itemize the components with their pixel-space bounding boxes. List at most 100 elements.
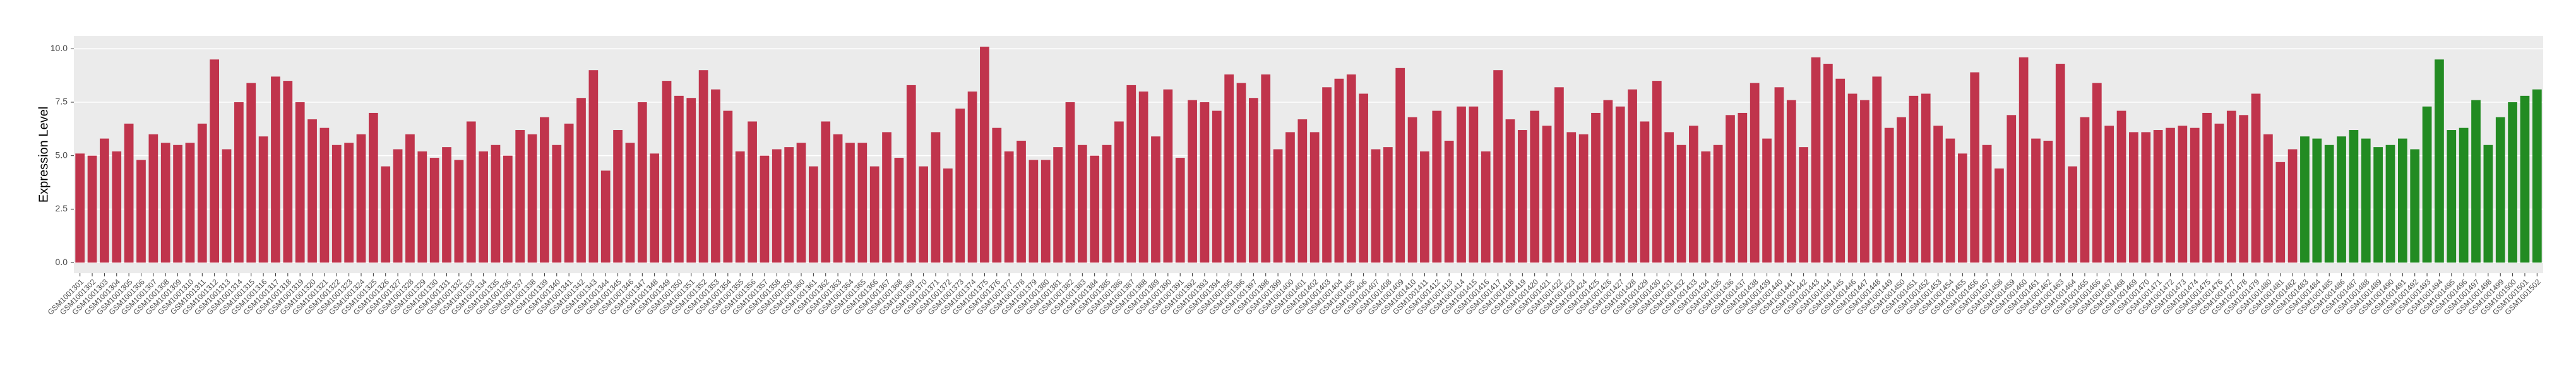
bar: [955, 109, 965, 263]
bar: [931, 132, 941, 263]
bar: [344, 143, 354, 263]
bar: [1334, 78, 1344, 263]
bar: [1835, 78, 1846, 263]
y-axis-title: Expression Level: [37, 107, 51, 203]
bar: [1995, 168, 2004, 263]
bar: [857, 143, 868, 263]
bar: [919, 166, 928, 263]
bar: [1481, 151, 1491, 263]
bar: [2361, 138, 2371, 263]
bar: [1701, 151, 1711, 263]
bar: [2324, 145, 2334, 263]
bar: [1297, 119, 1308, 263]
bar: [1847, 93, 1857, 263]
bar: [1762, 138, 1772, 263]
bar: [992, 127, 1002, 263]
bar: [271, 76, 280, 263]
bar: [1138, 92, 1148, 263]
bar: [1395, 68, 1405, 263]
bar: [1897, 117, 1906, 263]
bar: [210, 59, 220, 263]
bar: [197, 123, 207, 263]
bar: [1200, 102, 1210, 263]
bar: [613, 130, 623, 263]
bar: [417, 151, 427, 263]
bar: [809, 166, 818, 263]
bar: [1420, 151, 1429, 263]
bar: [1713, 145, 1723, 263]
bar: [2214, 123, 2224, 263]
bar: [821, 121, 831, 263]
bar: [1041, 160, 1051, 263]
bar: [1273, 149, 1283, 263]
bar: [185, 143, 195, 263]
y-tick-label: 2.5: [56, 203, 68, 213]
bar: [1151, 136, 1160, 263]
bar: [2068, 166, 2077, 263]
bar: [2055, 64, 2065, 263]
bar: [1469, 106, 1479, 263]
bar: [1664, 132, 1674, 263]
bar: [833, 134, 843, 263]
bar: [1554, 87, 1564, 263]
bar: [723, 110, 733, 263]
y-tick-label: 0.0: [56, 257, 68, 267]
bar: [2459, 127, 2469, 263]
bar: [2153, 130, 2163, 263]
bar: [2239, 115, 2249, 263]
bar: [442, 147, 451, 263]
bar: [1517, 130, 1527, 263]
bar: [503, 155, 513, 263]
bar: [600, 170, 611, 263]
bar: [1860, 100, 1869, 263]
bar: [1371, 149, 1381, 263]
bar: [1578, 134, 1589, 263]
bar: [2287, 149, 2298, 263]
bar: [1811, 57, 1821, 263]
bar: [869, 166, 880, 263]
bar: [2080, 117, 2090, 263]
bar: [1224, 74, 1234, 263]
bar: [1065, 102, 1075, 263]
bar: [2520, 95, 2530, 263]
bar: [1309, 132, 1320, 263]
bar: [2166, 127, 2175, 263]
bar: [772, 149, 782, 263]
bar: [1921, 93, 1931, 263]
bar: [845, 143, 855, 263]
y-tick-label: 5.0: [56, 150, 68, 160]
bar: [2532, 89, 2542, 263]
bar: [381, 166, 391, 263]
bar: [1359, 93, 1368, 263]
bar: [1542, 126, 1552, 263]
bar: [1236, 83, 1246, 263]
bar: [576, 98, 586, 263]
bar: [1884, 127, 1894, 263]
bar: [2104, 126, 2114, 263]
bar: [2422, 106, 2432, 263]
bar: [1444, 140, 1454, 263]
bar: [1566, 132, 1577, 263]
bar: [368, 112, 378, 263]
bar: [1346, 74, 1356, 263]
bar: [698, 70, 708, 263]
bar: [2226, 110, 2236, 263]
bar: [564, 123, 574, 263]
bar: [1628, 89, 1637, 263]
bar: [1175, 158, 1185, 263]
bar: [1285, 132, 1295, 263]
bar: [1982, 145, 1992, 263]
bar: [2385, 145, 2395, 263]
bar: [2141, 132, 2151, 263]
bar: [1957, 153, 1967, 263]
bar: [784, 147, 794, 263]
bar: [625, 143, 635, 263]
bar: [307, 119, 317, 263]
bar: [2251, 93, 2261, 263]
bar: [1970, 72, 1980, 263]
bar: [760, 155, 770, 263]
bar: [295, 102, 305, 263]
bar: [1726, 115, 1735, 263]
